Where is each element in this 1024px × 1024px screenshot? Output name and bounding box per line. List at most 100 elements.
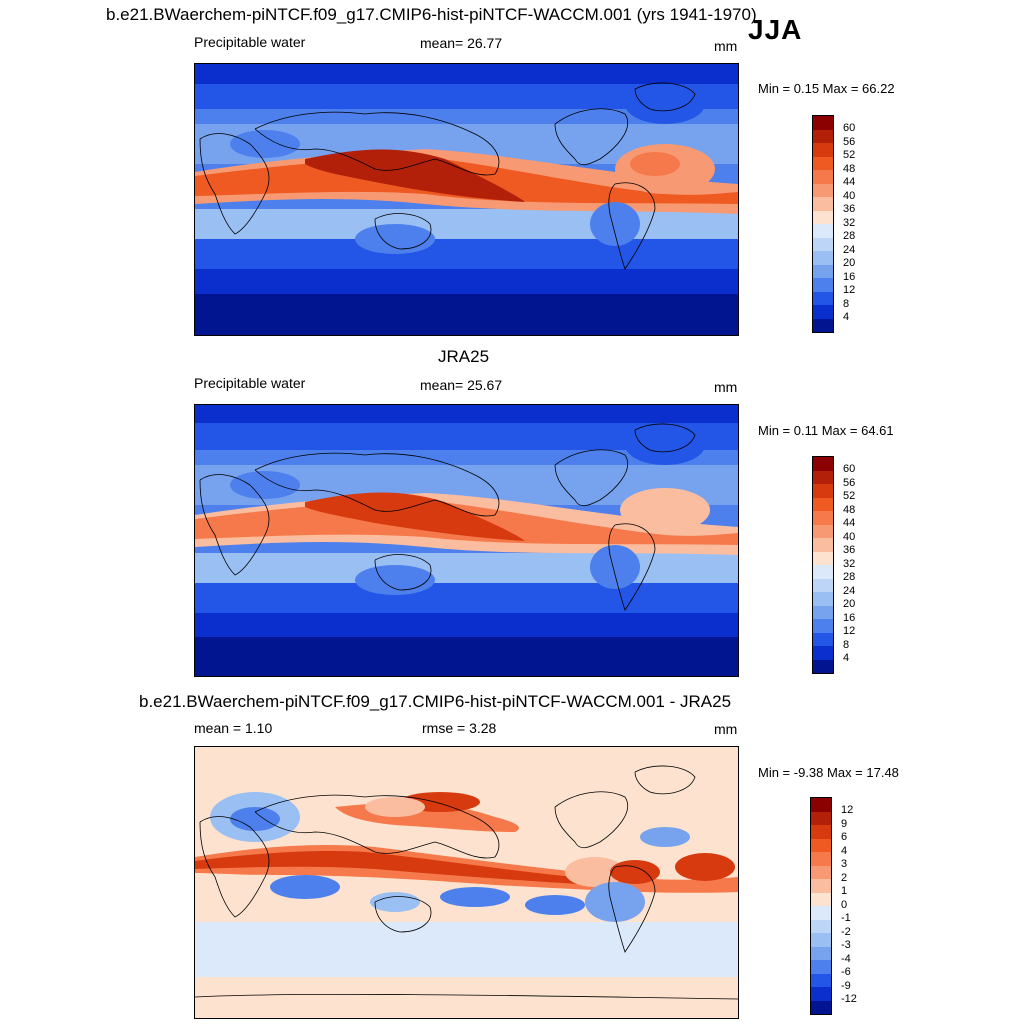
colorbar-tick-label: 32 [843, 217, 856, 229]
colorbar-swatch [813, 511, 833, 525]
panel1-mean-label: mean= 26.77 [420, 35, 503, 51]
colorbar-swatch [813, 318, 833, 332]
panel2-variable-label: Precipitable water [194, 375, 306, 391]
colorbar-swatch [813, 143, 833, 157]
colorbar-swatch [813, 524, 833, 538]
season-label: JJA [748, 14, 803, 45]
panel3-map [194, 746, 739, 1019]
colorbar-swatch [813, 457, 833, 471]
colorbar-swatch [813, 592, 833, 606]
colorbar-tick-label: -1 [841, 912, 851, 924]
panel1-map [194, 63, 739, 336]
colorbar-swatch [811, 973, 831, 987]
colorbar-swatch [813, 305, 833, 319]
colorbar-swatch [811, 811, 831, 825]
colorbar-swatch [813, 291, 833, 305]
colorbar-tick-label: 16 [843, 612, 856, 624]
colorbar-tick-label: 16 [843, 271, 856, 283]
colorbar-swatch [813, 116, 833, 130]
colorbar-tick-label: -6 [841, 966, 851, 978]
colorbar-tick-label: 56 [843, 136, 856, 148]
panel2-map [194, 404, 739, 677]
colorbar-tick-label: 12 [843, 625, 856, 637]
colorbar-tick-label: 24 [843, 244, 856, 256]
colorbar-tick-label: 4 [843, 652, 850, 664]
colorbar-swatch [811, 798, 831, 812]
colorbar-swatch [813, 251, 833, 265]
panel1-minmax: Min = 0.15 Max = 66.22 [758, 81, 895, 96]
colorbar-swatch [813, 551, 833, 565]
colorbar-tick-label: 28 [843, 230, 856, 242]
colorbar-swatch [813, 632, 833, 646]
colorbar-tick-label: 28 [843, 571, 856, 583]
colorbar-tick-label: 6 [841, 831, 848, 843]
colorbar-tick-label: 40 [843, 531, 856, 543]
colorbar-tick-label: -3 [841, 939, 851, 951]
panel1-colorbar-swatches [812, 115, 834, 333]
panel3-rmse-label: rmse = 3.28 [422, 720, 497, 736]
colorbar-tick-label: -4 [841, 953, 851, 965]
colorbar-swatch [811, 946, 831, 960]
panel1-units: mm [714, 38, 738, 54]
colorbar-tick-label: 36 [843, 544, 856, 556]
colorbar-tick-label: 20 [843, 598, 856, 610]
colorbar-tick-label: 3 [841, 858, 848, 870]
colorbar-tick-label: 48 [843, 504, 856, 516]
colorbar-tick-label: 36 [843, 203, 856, 215]
colorbar-swatch [811, 1000, 831, 1014]
colorbar-tick-label: 20 [843, 257, 856, 269]
colorbar-tick-label: 0 [841, 899, 848, 911]
panel3-mean-label: mean = 1.10 [194, 720, 273, 736]
colorbar-swatch [811, 825, 831, 839]
colorbar-swatch [813, 278, 833, 292]
panel2-mean-label: mean= 25.67 [420, 377, 503, 393]
colorbar-tick-label: 2 [841, 872, 848, 884]
colorbar-swatch [813, 210, 833, 224]
colorbar-swatch [813, 197, 833, 211]
colorbar-swatch [813, 470, 833, 484]
colorbar-swatch [813, 565, 833, 579]
colorbar-tick-label: 52 [843, 149, 856, 161]
colorbar-swatch [813, 156, 833, 170]
colorbar-tick-label: 4 [841, 845, 848, 857]
colorbar-swatch [813, 484, 833, 498]
colorbar-swatch [813, 170, 833, 184]
colorbar-swatch [813, 619, 833, 633]
colorbar-tick-label: 48 [843, 163, 856, 175]
colorbar-tick-label: 44 [843, 517, 856, 529]
colorbar-swatch [813, 659, 833, 673]
colorbar-swatch [811, 838, 831, 852]
colorbar-swatch [813, 264, 833, 278]
colorbar-swatch [813, 538, 833, 552]
panel1-variable-label: Precipitable water [194, 34, 306, 50]
colorbar-swatch [811, 879, 831, 893]
colorbar-tick-label: 40 [843, 190, 856, 202]
colorbar-swatch [811, 906, 831, 920]
colorbar-swatch [811, 960, 831, 974]
colorbar-tick-label: 4 [843, 311, 850, 323]
panel3-units: mm [714, 721, 738, 737]
colorbar-swatch [813, 646, 833, 660]
panel3-colorbar-swatches [810, 797, 832, 1015]
colorbar-swatch [813, 605, 833, 619]
colorbar-swatch [811, 892, 831, 906]
panel2-units: mm [714, 379, 738, 395]
colorbar-tick-label: -2 [841, 926, 851, 938]
colorbar-tick-label: 8 [843, 639, 850, 651]
colorbar-swatch [811, 865, 831, 879]
colorbar-swatch [811, 919, 831, 933]
colorbar-swatch [811, 852, 831, 866]
colorbar-tick-label: 60 [843, 122, 856, 134]
panel2-colorbar-swatches [812, 456, 834, 674]
colorbar-tick-label: 56 [843, 477, 856, 489]
colorbar-tick-label: 44 [843, 176, 856, 188]
colorbar-tick-label: 52 [843, 490, 856, 502]
colorbar-tick-label: 8 [843, 298, 850, 310]
colorbar-tick-label: 12 [843, 284, 856, 296]
colorbar-swatch [811, 933, 831, 947]
colorbar-tick-label: 32 [843, 558, 856, 570]
colorbar-swatch [813, 578, 833, 592]
colorbar-swatch [813, 224, 833, 238]
colorbar-tick-label: 24 [843, 585, 856, 597]
colorbar-tick-label: -12 [841, 993, 857, 1005]
